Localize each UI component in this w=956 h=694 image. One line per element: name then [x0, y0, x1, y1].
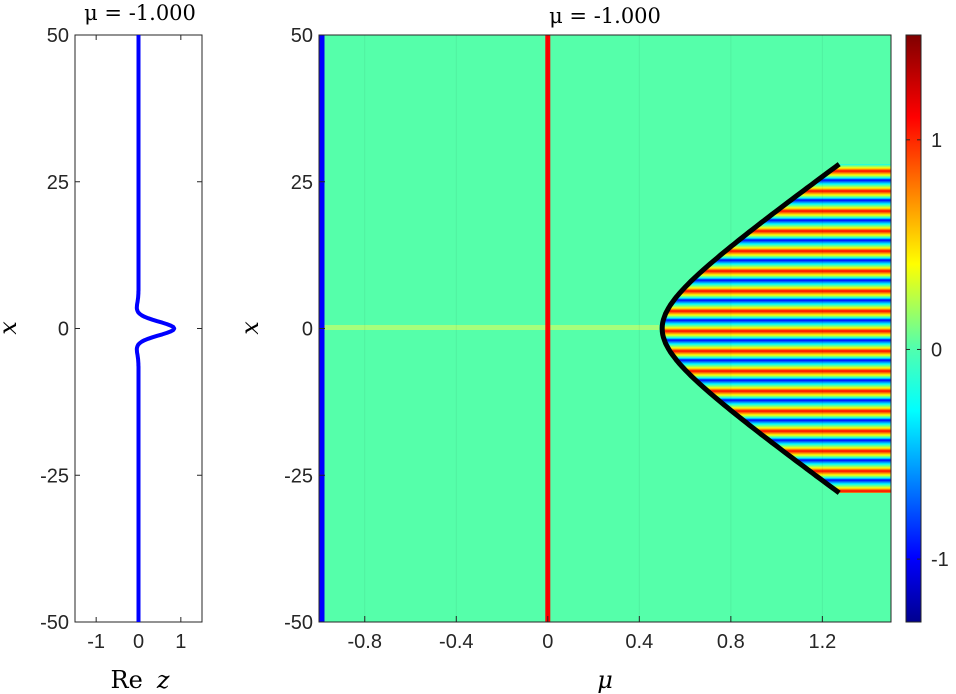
colorbar-tick-label: -1	[931, 549, 949, 571]
left-panel: μ = -1.000 50 25 0 -25 -50 -1 0 1 x Rez	[0, 1, 203, 694]
left-ytick-label: -25	[40, 465, 69, 487]
right-ytick-label: 50	[291, 25, 313, 47]
heatmap-center-streak	[319, 325, 659, 330]
right-xtick-label: -0.4	[439, 631, 473, 653]
right-ytick-label: -25	[284, 465, 313, 487]
left-ylabel: x	[0, 321, 22, 335]
left-xtick-label: -1	[87, 631, 105, 653]
colorbar-tick-group: 1 0 -1	[906, 130, 949, 571]
left-xlabel-z: z	[156, 666, 170, 694]
left-xlabel: Re z	[111, 666, 170, 694]
left-title: μ = -1.000	[84, 1, 196, 25]
right-xtick-label: 1.2	[808, 631, 836, 653]
right-ytick-label: 0	[302, 319, 313, 341]
left-xtick-label: 0	[133, 631, 144, 653]
right-xlabel: μ	[597, 666, 613, 694]
right-xtick-label: 0	[542, 631, 553, 653]
left-ytick-label: 25	[47, 172, 69, 194]
left-ytick-label: 0	[58, 319, 69, 341]
right-title: μ = -1.000	[549, 4, 661, 28]
right-panel: μ = -1.000 50 25 0 -25 -50 -0.8 -0.4 0 0.4 0.8 1.2…	[236, 4, 892, 694]
left-xtick-label: 1	[175, 631, 186, 653]
boundary-curve	[659, 162, 841, 495]
left-xlabel-re: Re	[111, 666, 143, 694]
colorbar: 1 0 -1	[905, 34, 949, 623]
colorbar-gradient	[905, 34, 922, 623]
colorbar-tick-label: 0	[931, 339, 942, 361]
right-xtick-label: -0.8	[348, 631, 382, 653]
left-series-line	[134, 34, 177, 623]
right-ytick-label: 25	[291, 172, 313, 194]
right-xtick-label: 0.8	[717, 631, 745, 653]
right-tick-group: 50 25 0 -25 -50 -0.8 -0.4 0 0.4 0.8 1.2	[284, 25, 836, 653]
left-ytick-label: -50	[40, 612, 69, 634]
left-ytick-label: 50	[47, 25, 69, 47]
left-tick-group: 50 25 0 -25 -50 -1 0 1	[40, 25, 202, 653]
right-ytick-label: -50	[284, 612, 313, 634]
right-xtick-label: 0.4	[625, 631, 653, 653]
right-ylabel: x	[236, 321, 264, 335]
colorbar-tick-label: 1	[931, 130, 942, 152]
